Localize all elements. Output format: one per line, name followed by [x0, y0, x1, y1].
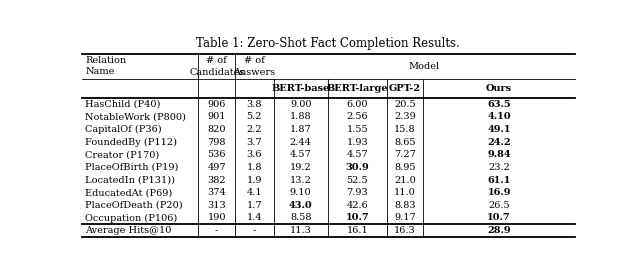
Text: 7.27: 7.27 — [394, 150, 416, 159]
Text: 901: 901 — [207, 112, 226, 121]
Text: 8.95: 8.95 — [394, 163, 416, 172]
Text: 8.83: 8.83 — [394, 201, 416, 210]
Text: 2.44: 2.44 — [290, 138, 312, 147]
Text: 19.2: 19.2 — [290, 163, 312, 172]
Text: 23.2: 23.2 — [488, 163, 510, 172]
Text: Creator (P170): Creator (P170) — [86, 150, 160, 159]
Text: 1.87: 1.87 — [290, 125, 312, 134]
Text: PlaceOfBirth (P19): PlaceOfBirth (P19) — [86, 163, 179, 172]
Text: 1.88: 1.88 — [290, 112, 312, 121]
Text: 11.3: 11.3 — [290, 226, 312, 235]
Text: 5.2: 5.2 — [246, 112, 262, 121]
Text: 536: 536 — [207, 150, 226, 159]
Text: 6.00: 6.00 — [347, 100, 368, 109]
Text: 798: 798 — [207, 138, 226, 147]
Text: NotableWork (P800): NotableWork (P800) — [86, 112, 186, 121]
Text: Ours: Ours — [486, 84, 512, 93]
Text: 497: 497 — [207, 163, 226, 172]
Text: 3.6: 3.6 — [246, 150, 262, 159]
Text: 16.1: 16.1 — [346, 226, 368, 235]
Text: 2.39: 2.39 — [394, 112, 416, 121]
Text: BERT-base: BERT-base — [271, 84, 330, 93]
Text: EducatedAt (P69): EducatedAt (P69) — [86, 188, 173, 197]
Text: 43.0: 43.0 — [289, 201, 312, 210]
Text: 10.7: 10.7 — [487, 213, 511, 222]
Text: 906: 906 — [207, 100, 226, 109]
Text: 26.5: 26.5 — [488, 201, 510, 210]
Text: 1.55: 1.55 — [346, 125, 368, 134]
Text: 11.0: 11.0 — [394, 188, 416, 197]
Text: 9.00: 9.00 — [290, 100, 312, 109]
Text: 16.3: 16.3 — [394, 226, 416, 235]
Text: 8.58: 8.58 — [290, 213, 312, 222]
Text: 8.65: 8.65 — [394, 138, 416, 147]
Text: 61.1: 61.1 — [488, 175, 511, 184]
Text: 10.7: 10.7 — [346, 213, 369, 222]
Text: 1.7: 1.7 — [246, 201, 262, 210]
Text: 2.2: 2.2 — [246, 125, 262, 134]
Text: 313: 313 — [207, 201, 226, 210]
Text: GPT-2: GPT-2 — [389, 84, 421, 93]
Text: -: - — [215, 226, 218, 235]
Text: 1.93: 1.93 — [346, 138, 368, 147]
Text: 7.93: 7.93 — [346, 188, 368, 197]
Text: 28.9: 28.9 — [487, 226, 511, 235]
Text: 4.57: 4.57 — [346, 150, 368, 159]
Text: 4.57: 4.57 — [290, 150, 312, 159]
Text: 21.0: 21.0 — [394, 175, 416, 184]
Text: 190: 190 — [207, 213, 226, 222]
Text: 63.5: 63.5 — [487, 100, 511, 109]
Text: 1.9: 1.9 — [246, 175, 262, 184]
Text: 9.17: 9.17 — [394, 213, 416, 222]
Text: 374: 374 — [207, 188, 226, 197]
Text: FoundedBy (P112): FoundedBy (P112) — [86, 138, 177, 147]
Text: # of
Candidates: # of Candidates — [189, 56, 244, 77]
Text: HasChild (P40): HasChild (P40) — [86, 100, 161, 109]
Text: PlaceOfDeath (P20): PlaceOfDeath (P20) — [86, 201, 183, 210]
Text: 42.6: 42.6 — [346, 201, 368, 210]
Text: BERT-large: BERT-large — [326, 84, 388, 93]
Text: 16.9: 16.9 — [488, 188, 511, 197]
Text: 382: 382 — [207, 175, 226, 184]
Text: Average Hits@10: Average Hits@10 — [86, 226, 172, 235]
Text: 9.10: 9.10 — [290, 188, 312, 197]
Text: 4.10: 4.10 — [487, 112, 511, 121]
Text: 9.84: 9.84 — [487, 150, 511, 159]
Text: Occupation (P106): Occupation (P106) — [86, 213, 178, 222]
Text: 4.1: 4.1 — [246, 188, 262, 197]
Text: Table 1: Zero-Shot Fact Completion Results.: Table 1: Zero-Shot Fact Completion Resul… — [196, 37, 460, 50]
Text: 52.5: 52.5 — [346, 175, 368, 184]
Text: 820: 820 — [207, 125, 226, 134]
Text: 2.56: 2.56 — [346, 112, 368, 121]
Text: 24.2: 24.2 — [487, 138, 511, 147]
Text: 3.7: 3.7 — [246, 138, 262, 147]
Text: 1.4: 1.4 — [246, 213, 262, 222]
Text: LocatedIn (P131)): LocatedIn (P131)) — [86, 175, 175, 184]
Text: 1.8: 1.8 — [246, 163, 262, 172]
Text: Model: Model — [409, 62, 440, 71]
Text: CapitalOf (P36): CapitalOf (P36) — [86, 125, 162, 134]
Text: 30.9: 30.9 — [346, 163, 369, 172]
Text: # of
Answers: # of Answers — [234, 56, 275, 77]
Text: 3.8: 3.8 — [246, 100, 262, 109]
Text: -: - — [253, 226, 256, 235]
Text: 15.8: 15.8 — [394, 125, 416, 134]
Text: Relation
Name: Relation Name — [86, 56, 127, 76]
Text: 20.5: 20.5 — [394, 100, 416, 109]
Text: 13.2: 13.2 — [290, 175, 312, 184]
Text: 49.1: 49.1 — [488, 125, 511, 134]
